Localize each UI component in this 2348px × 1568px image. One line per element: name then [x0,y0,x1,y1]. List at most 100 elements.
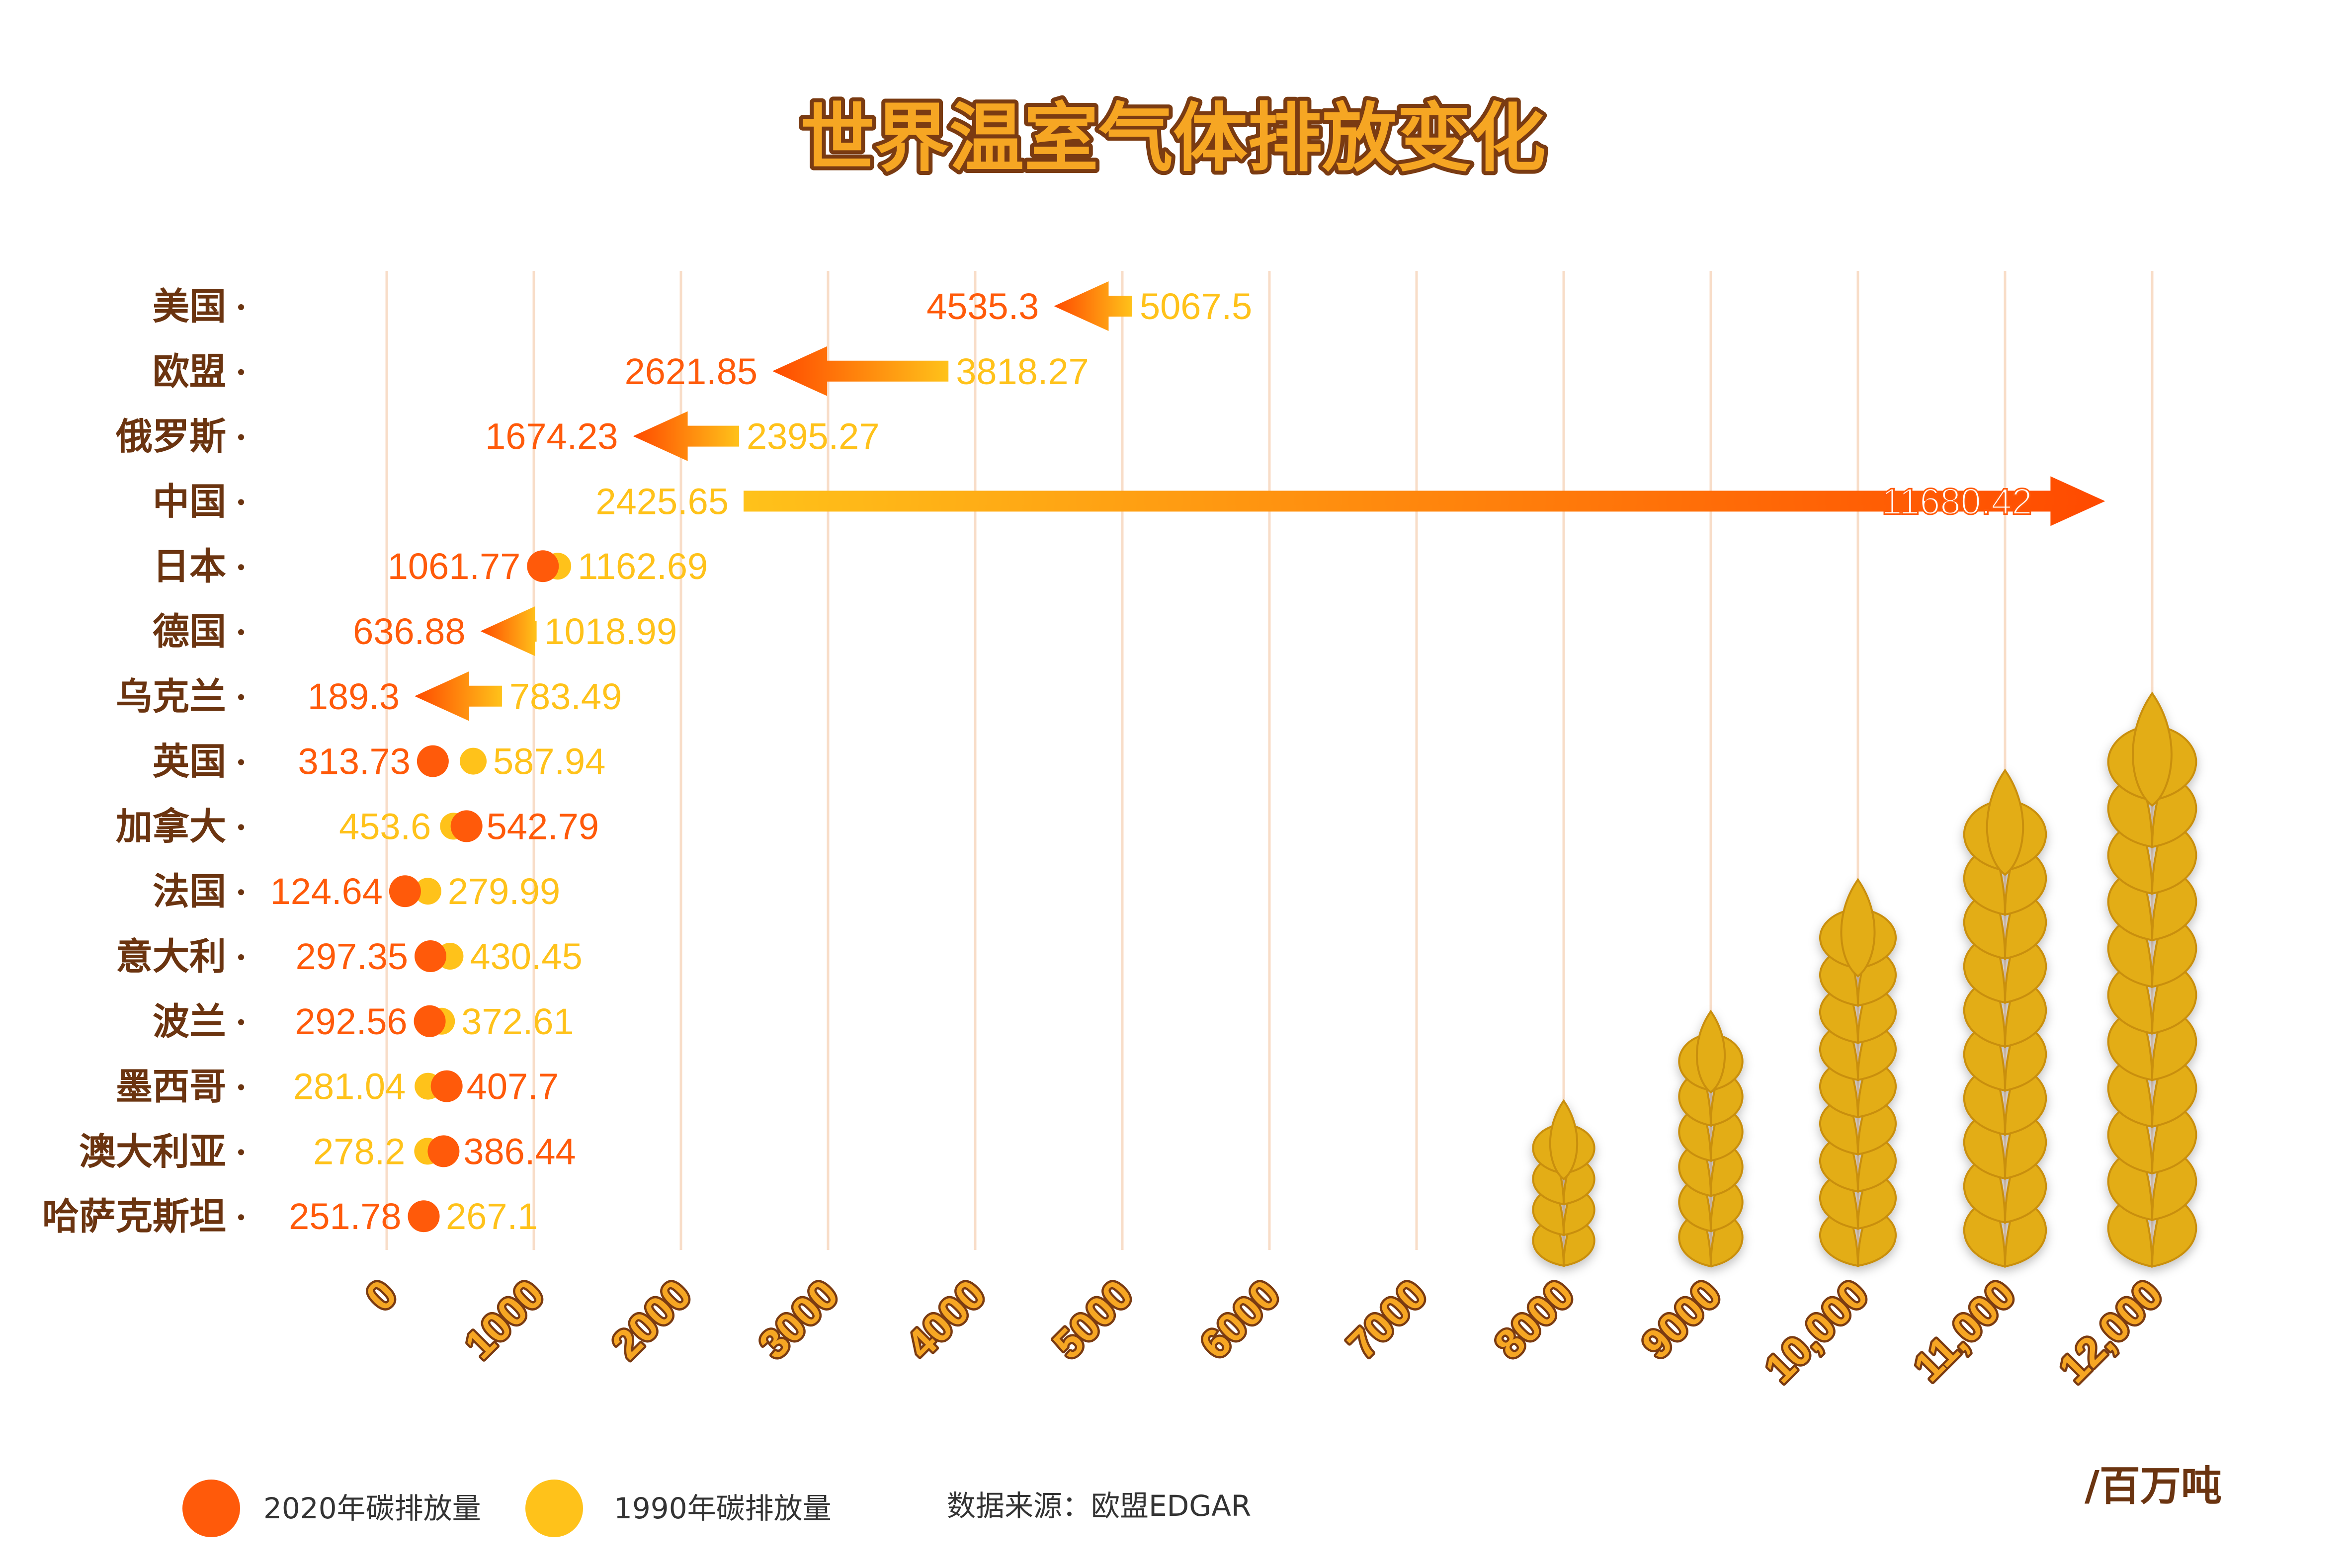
data-source: 数据来源：欧盟EDGAR [947,1489,1251,1523]
dot-2020 [414,1005,446,1037]
category-dot [238,1084,244,1090]
category-dot [238,954,244,960]
value-label-1990: 453.6 [339,806,431,847]
category-dot [238,629,244,635]
value-label-1990: 281.04 [293,1066,406,1107]
category-label: 美国 [153,285,226,328]
value-label-2020: 1061.77 [388,546,521,587]
value-label-2020: 4535.3 [926,286,1039,327]
row-9: 加拿大 453.6 542.79 [116,805,599,848]
category-dot [238,304,244,310]
dot-2020 [417,745,449,777]
category-label: 墨西哥 [116,1066,226,1108]
row-2: 欧盟 2621.85 3818.27 [153,346,1089,396]
x-tick-label: 10,000 [1757,1271,1877,1392]
row-13: 墨西哥 281.04 407.7 [116,1066,559,1108]
x-tick-label: 12,000 [2051,1271,2171,1392]
dot-1990 [414,878,441,905]
value-label-2020: 2621.85 [625,351,758,392]
legend-1990-label: 1990年碳排放量 [614,1491,832,1525]
category-dot [238,889,244,896]
row-15: 哈萨克斯坦 251.78 267.1 [42,1195,538,1238]
wheat-icon [1963,768,2047,1268]
unit-label: /百万吨 [2085,1463,2222,1510]
row-12: 波兰 292.56 372.61 [153,1000,574,1043]
dot-2020 [415,940,447,972]
category-dot [238,499,244,505]
row-5: 日本 1061.77 1162.69 [153,545,708,588]
chart-title: 世界温室气体排放变化 [800,95,1546,182]
x-tick-label: 4000 [898,1271,994,1367]
value-label-2020: 251.78 [289,1196,401,1237]
wheat-icon [1532,1099,1595,1267]
x-tick-label: 1000 [456,1271,552,1367]
x-tick-label: 3000 [751,1271,846,1367]
legend-1990-marker [525,1480,583,1537]
category-label: 中国 [153,480,226,523]
row-14: 澳大利亚 278.2 386.44 [79,1130,576,1173]
x-axis-ticks: 0 1000 2000 3000 4000 5000 6000 7000 8000 9000 10,… [355,1269,2174,1394]
value-label-1990: 1162.69 [578,546,708,587]
x-tick-label: 2000 [603,1271,699,1367]
wheat-icon [1819,878,1897,1267]
change-arrow [480,606,537,656]
value-label-2020: 189.3 [308,676,400,717]
category-dot [238,1019,244,1025]
category-dot [238,434,244,440]
value-label-2020: 1674.23 [485,416,618,457]
wheat-decoration [1532,691,2197,1268]
dot-2020 [389,875,421,908]
value-label-1990: 430.45 [470,936,582,977]
category-label: 德国 [153,610,226,653]
category-dot [238,1214,244,1221]
wheat-icon [1678,1009,1744,1268]
dot-2020 [527,550,559,582]
value-label-1990: 5067.5 [1140,286,1252,327]
dot-1990 [460,747,487,775]
value-label-1990: 267.1 [446,1196,538,1237]
category-label: 欧盟 [153,350,226,393]
category-dot [238,564,244,571]
legend: 2020年碳排放量 1990年碳排放量 [182,1480,832,1537]
category-dot [238,824,244,830]
wheat-icon [2107,691,2197,1268]
dot-2020 [427,1135,460,1167]
category-label: 乌克兰 [116,675,226,718]
row-6: 德国 636.88 1018.99 [153,606,677,656]
row-7: 乌克兰 189.3 783.49 [116,671,622,721]
value-label-2020: 542.79 [487,806,599,847]
dot-2020 [430,1070,463,1102]
x-tick-label: 11,000 [1905,1271,2023,1390]
value-label-2020: 636.88 [353,611,465,652]
value-label-1990: 279.99 [448,871,560,912]
category-label: 英国 [153,741,226,783]
row-1: 美国 4535.3 5067.5 [153,281,1252,331]
category-dot [238,759,244,765]
value-label-1990: 1018.99 [544,611,677,652]
change-arrow [1054,281,1132,331]
value-label-1990: 2425.65 [595,481,729,522]
legend-2020-label: 2020年碳排放量 [263,1491,481,1525]
category-label: 意大利 [116,935,226,978]
dot-2020 [450,810,483,842]
category-dot [238,369,244,375]
value-label-2020: 292.56 [295,1001,407,1042]
change-arrow [743,476,2105,526]
value-label-2020: 407.7 [467,1066,559,1107]
value-label-1990: 278.2 [313,1131,405,1172]
row-8: 英国 313.73 587.94 [153,741,605,783]
x-tick-label: 5000 [1045,1271,1141,1367]
x-tick-label: 7000 [1339,1271,1435,1367]
x-tick-label: 9000 [1633,1271,1729,1367]
row-11: 意大利 297.35 430.45 [116,935,583,978]
category-label: 波兰 [153,1000,226,1043]
value-label-1990: 372.61 [461,1001,574,1042]
category-label: 法国 [153,870,226,913]
row-10: 法国 124.64 279.99 [153,870,560,913]
value-label-2020: 313.73 [298,741,411,782]
change-arrow [633,411,739,461]
value-label-1990: 587.94 [493,741,605,782]
dot-2020 [408,1200,440,1233]
value-label-2020: 297.35 [296,936,408,977]
